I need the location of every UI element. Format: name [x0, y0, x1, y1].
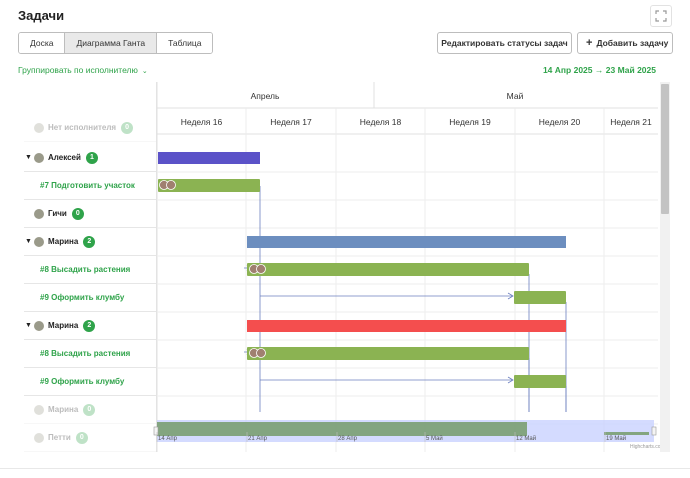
- navigator-handle[interactable]: [153, 426, 159, 436]
- assignee-name: Марина: [48, 237, 79, 246]
- arrow-icon: →: [594, 65, 604, 75]
- task-count-badge: 2: [83, 319, 96, 332]
- assignee-row[interactable]: Гичи 0: [24, 200, 157, 228]
- arrow-icon: [507, 292, 514, 300]
- gantt-bar-assignee[interactable]: [158, 152, 260, 164]
- navigator-label: 14 Апр: [158, 436, 178, 442]
- assignee-name: Марина: [48, 321, 79, 330]
- assignee-name: Гичи: [48, 209, 67, 218]
- fullscreen-icon: [655, 10, 667, 22]
- gantt-timeline: Апрель Май Неделя 16 Неделя 17 Неделя 18 Неде…: [153, 82, 665, 452]
- group-by-dropdown[interactable]: Группировать по исполнителю ⌄: [18, 65, 148, 75]
- week-label: Неделя 21: [610, 117, 652, 127]
- gantt-bar-task[interactable]: [158, 179, 260, 192]
- page-title: Задачи: [18, 8, 65, 23]
- assignee-row[interactable]: Петти 0: [24, 424, 157, 452]
- caret-down-icon[interactable]: ▼: [25, 154, 32, 161]
- arrow-icon: [507, 376, 514, 384]
- tab-gantt[interactable]: Диаграмма Ганта: [65, 33, 158, 53]
- gantt-bar-task[interactable]: [247, 347, 529, 360]
- fullscreen-button[interactable]: [650, 5, 672, 27]
- assignee-name: Алексей: [48, 153, 81, 162]
- navigator-series: [157, 422, 527, 436]
- tab-board[interactable]: Доска: [19, 33, 66, 53]
- task-row[interactable]: #9 Оформить клумбу: [24, 284, 157, 312]
- week-label: Неделя 18: [360, 117, 402, 127]
- task-count-badge: 0: [121, 121, 134, 134]
- task-row[interactable]: #7 Подготовить участок: [24, 172, 157, 200]
- credits-link[interactable]: Highcharts.com: [630, 444, 665, 450]
- date-range-end: 23 Май 2025: [605, 65, 656, 75]
- avatar: [256, 264, 266, 274]
- scrollbar-thumb[interactable]: [661, 84, 669, 214]
- assignee-list: Нет исполнителя 0 ▼ Алексей 1 #7 Подготовить …: [24, 82, 157, 452]
- task-link[interactable]: #7 Подготовить участок: [40, 181, 135, 190]
- assignee-name: Марина: [48, 405, 79, 414]
- add-task-button[interactable]: + Добавить задачу: [577, 32, 673, 54]
- navigator-series: [604, 432, 649, 435]
- avatar: [34, 152, 44, 163]
- task-count-badge: 1: [85, 151, 98, 164]
- assignee-row[interactable]: ▼ Марина 2: [24, 312, 157, 340]
- avatar: [256, 348, 266, 358]
- avatar: [34, 208, 44, 219]
- gantt-bar-assignee[interactable]: [247, 236, 566, 248]
- avatar: [34, 432, 44, 443]
- week-label: Неделя 17: [270, 117, 312, 127]
- add-task-label: Добавить задачу: [596, 38, 669, 48]
- assignee-row[interactable]: ▼ Алексей 1: [24, 144, 157, 172]
- caret-down-icon[interactable]: ▼: [25, 322, 32, 329]
- month-label: Май: [507, 91, 524, 101]
- assignee-row[interactable]: ▼ Марина 2: [24, 228, 157, 256]
- assignee-row[interactable]: Марина 0: [24, 396, 157, 424]
- gantt-chart: Нет исполнителя 0 ▼ Алексей 1 #7 Подготовить …: [18, 82, 672, 452]
- gantt-bar-assignee[interactable]: [247, 320, 566, 332]
- week-label: Неделя 20: [539, 117, 581, 127]
- task-row[interactable]: #8 Высадить растения: [24, 256, 157, 284]
- week-label: Неделя 16: [181, 117, 223, 127]
- avatar: [34, 404, 44, 415]
- navigator-label: 19 Май: [606, 435, 626, 442]
- task-count-badge: 0: [75, 431, 88, 444]
- date-range-start: 14 Апр 2025: [542, 65, 593, 75]
- gantt-bar-task[interactable]: [247, 263, 529, 276]
- task-row[interactable]: #9 Оформить клумбу: [24, 368, 157, 396]
- task-link[interactable]: #9 Оформить клумбу: [40, 293, 125, 302]
- gantt-bar-task[interactable]: [514, 375, 566, 388]
- navigator-label: 21 Апр: [248, 436, 268, 442]
- divider: [0, 468, 690, 469]
- avatar: [34, 122, 44, 133]
- navigator-label: 28 Апр: [338, 436, 358, 442]
- navigator-handle[interactable]: [651, 426, 657, 436]
- month-label: Апрель: [251, 91, 280, 101]
- task-link[interactable]: #9 Оформить клумбу: [40, 377, 125, 386]
- avatar: [166, 180, 176, 190]
- navigator-label: 5 Май: [426, 435, 443, 442]
- week-label: Неделя 19: [449, 117, 491, 127]
- edit-statuses-button[interactable]: Редактировать статусы задач: [437, 32, 572, 54]
- task-count-badge: 2: [83, 235, 96, 248]
- plus-icon: +: [586, 37, 593, 49]
- view-tabs: Доска Диаграмма Ганта Таблица: [18, 32, 214, 54]
- assignee-name: Петти: [48, 433, 71, 442]
- date-range[interactable]: 14 Апр 2025 → 23 Май 2025: [543, 65, 656, 75]
- task-link[interactable]: #8 Высадить растения: [40, 265, 131, 274]
- assignee-row[interactable]: Нет исполнителя 0: [24, 114, 157, 142]
- navigator-label: 12 Май: [516, 435, 536, 442]
- chevron-down-icon: ⌄: [141, 68, 148, 75]
- task-link[interactable]: #8 Высадить растения: [40, 349, 131, 358]
- avatar: [34, 320, 44, 331]
- group-by-label: Группировать по исполнителю: [18, 65, 138, 75]
- tab-table[interactable]: Таблица: [157, 33, 213, 53]
- gantt-bar-task[interactable]: [514, 291, 566, 304]
- task-count-badge: 0: [83, 403, 96, 416]
- assignee-name: Нет исполнителя: [48, 123, 117, 132]
- caret-down-icon[interactable]: ▼: [25, 238, 32, 245]
- avatar: [34, 236, 44, 247]
- vertical-scrollbar[interactable]: [660, 82, 670, 452]
- task-count-badge: 0: [71, 207, 84, 220]
- task-row[interactable]: #8 Высадить растения: [24, 340, 157, 368]
